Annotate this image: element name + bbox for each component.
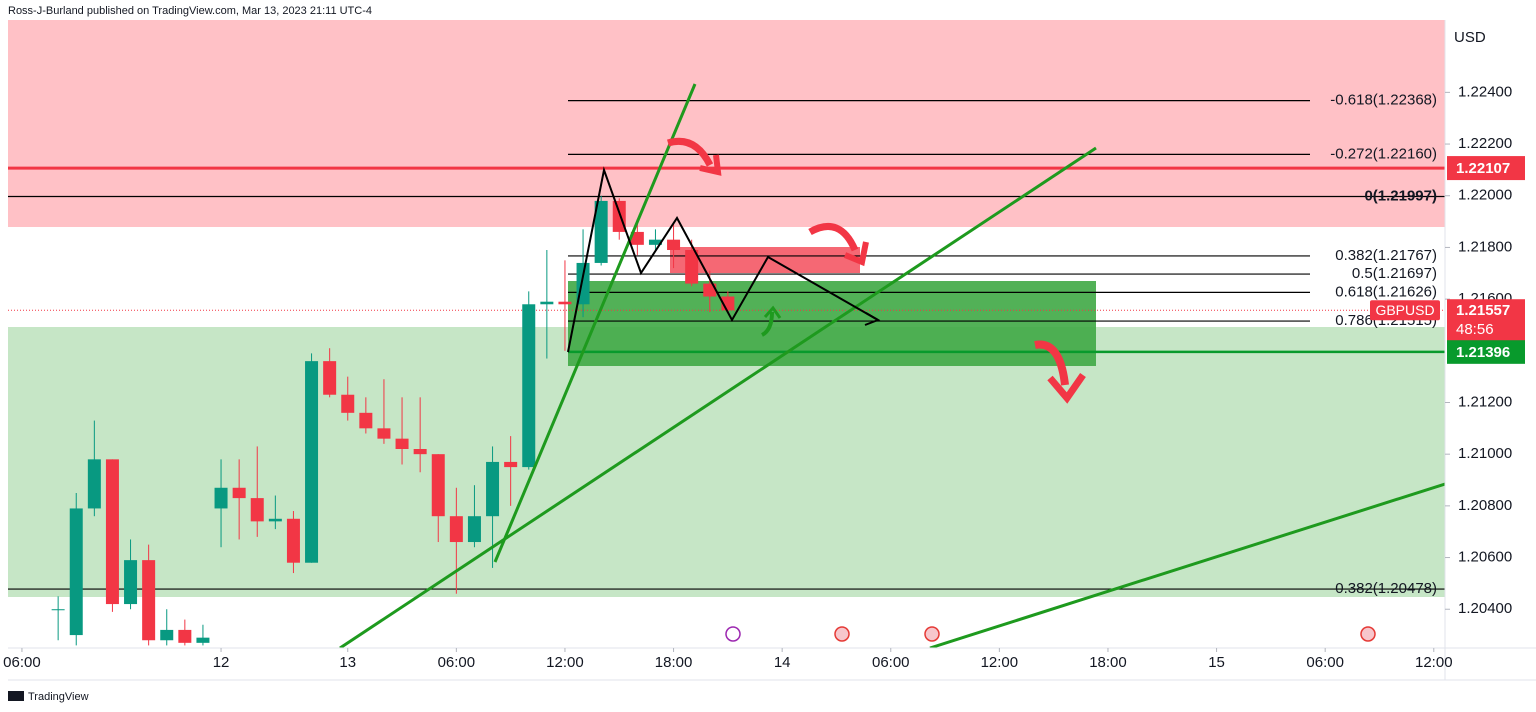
y-tick-label: 1.20600	[1458, 549, 1512, 566]
fib-label: 0.382(1.21767)	[1335, 247, 1437, 264]
y-tick-label: 1.20800	[1458, 497, 1512, 514]
y-tick-label: 1.21200	[1458, 393, 1512, 410]
red-arrow	[1047, 373, 1086, 404]
y-tick-label: 1.22200	[1458, 135, 1512, 152]
currency-label: USD	[1454, 29, 1486, 46]
y-tick-label: 1.20400	[1458, 600, 1512, 617]
candle-body	[323, 361, 337, 395]
x-tick-label: 15	[1208, 654, 1225, 671]
x-tick-label: 12:00	[546, 654, 584, 671]
candle-body	[467, 516, 481, 543]
candle-body	[286, 518, 300, 563]
supply-box	[670, 247, 860, 273]
x-tick-label: 13	[339, 654, 356, 671]
last-price-label: 1.21557	[1456, 302, 1510, 319]
candle-body	[268, 518, 282, 522]
candle-body	[413, 449, 427, 455]
x-tick-label: 06:00	[438, 654, 476, 671]
candle-body	[504, 461, 518, 468]
countdown-label: 48:56	[1456, 321, 1494, 338]
candle-body	[486, 461, 500, 517]
fib-label: 0.382(1.20478)	[1335, 580, 1437, 597]
candle-body	[341, 394, 355, 413]
y-tick-label: 1.21800	[1458, 238, 1512, 255]
candle-body	[124, 560, 138, 605]
x-tick-label: 06:00	[1306, 654, 1344, 671]
candle-body	[51, 609, 65, 611]
candle-body	[87, 459, 101, 509]
candle-body	[522, 304, 536, 468]
green-arrow	[763, 305, 782, 319]
support-zone	[8, 327, 1445, 597]
candle-body	[594, 200, 608, 263]
trendline	[493, 83, 697, 563]
symbol-label: GBPUSD	[1375, 302, 1434, 318]
candle-body	[178, 629, 192, 643]
x-tick-label: 12	[213, 654, 230, 671]
trendline	[929, 482, 1445, 648]
candle-body	[105, 459, 119, 605]
candle-body	[667, 239, 681, 251]
x-tick-label: 18:00	[655, 654, 693, 671]
candle-body	[250, 498, 264, 522]
red-arrow	[808, 222, 859, 252]
fib-label: 0(1.21997)	[1364, 187, 1437, 204]
symbol-tag	[1370, 300, 1440, 321]
price-box	[1447, 156, 1525, 181]
candle-body	[160, 629, 174, 641]
brand-name: TradingView	[28, 691, 89, 703]
candle-body	[395, 438, 409, 450]
publisher-header: Ross-J-Burland published on TradingView.…	[8, 5, 372, 17]
price-box-label: 1.22107	[1456, 160, 1510, 177]
plot	[8, 100, 1445, 646]
x-tick-label: 14	[774, 654, 791, 671]
fib-label: 0.5(1.21697)	[1352, 265, 1437, 282]
candle-body	[685, 250, 699, 284]
x-tick-label: 12:00	[1415, 654, 1453, 671]
x-tick-label: 06:00	[3, 654, 41, 671]
candle-body	[449, 516, 463, 543]
red-arrow	[667, 137, 714, 167]
y-tick-label: 1.22400	[1458, 83, 1512, 100]
trendline	[339, 146, 1097, 648]
resistance-zone	[8, 20, 1445, 227]
price-box-label: 1.21396	[1456, 344, 1510, 361]
candle-body	[214, 487, 228, 509]
drawings	[339, 83, 1445, 648]
candle-body	[196, 637, 210, 643]
x-tick-label: 06:00	[872, 654, 910, 671]
candle-body	[630, 231, 644, 245]
last-price-box	[1447, 299, 1525, 341]
candle-body	[359, 412, 373, 429]
event-icons	[725, 626, 1376, 642]
brand-logo	[8, 691, 24, 701]
fib-label: -0.272(1.22160)	[1330, 145, 1437, 162]
arrow-head	[864, 312, 881, 326]
candle-body	[540, 301, 554, 305]
candle-body	[142, 560, 156, 641]
price-box	[1447, 339, 1525, 364]
projection-path	[567, 166, 879, 353]
fib-label: -0.618(1.22368)	[1330, 92, 1437, 109]
red-arrow	[1034, 340, 1069, 386]
y-tick-label: 1.21000	[1458, 445, 1512, 462]
candle-body	[377, 428, 391, 439]
candle-body	[431, 454, 445, 517]
candle-body	[232, 487, 246, 499]
red-arrow	[843, 241, 869, 267]
candle-body	[558, 301, 572, 305]
fib-label: 0.618(1.21626)	[1335, 283, 1437, 300]
x-tick-label: 18:00	[1089, 654, 1127, 671]
candle-body	[648, 239, 662, 245]
candle-body	[69, 508, 83, 636]
y-tick-label: 1.22000	[1458, 187, 1512, 204]
x-tick-label: 12:00	[981, 654, 1019, 671]
red-arrow	[699, 154, 722, 176]
green-arrow	[760, 311, 774, 337]
candle-body	[305, 361, 319, 563]
